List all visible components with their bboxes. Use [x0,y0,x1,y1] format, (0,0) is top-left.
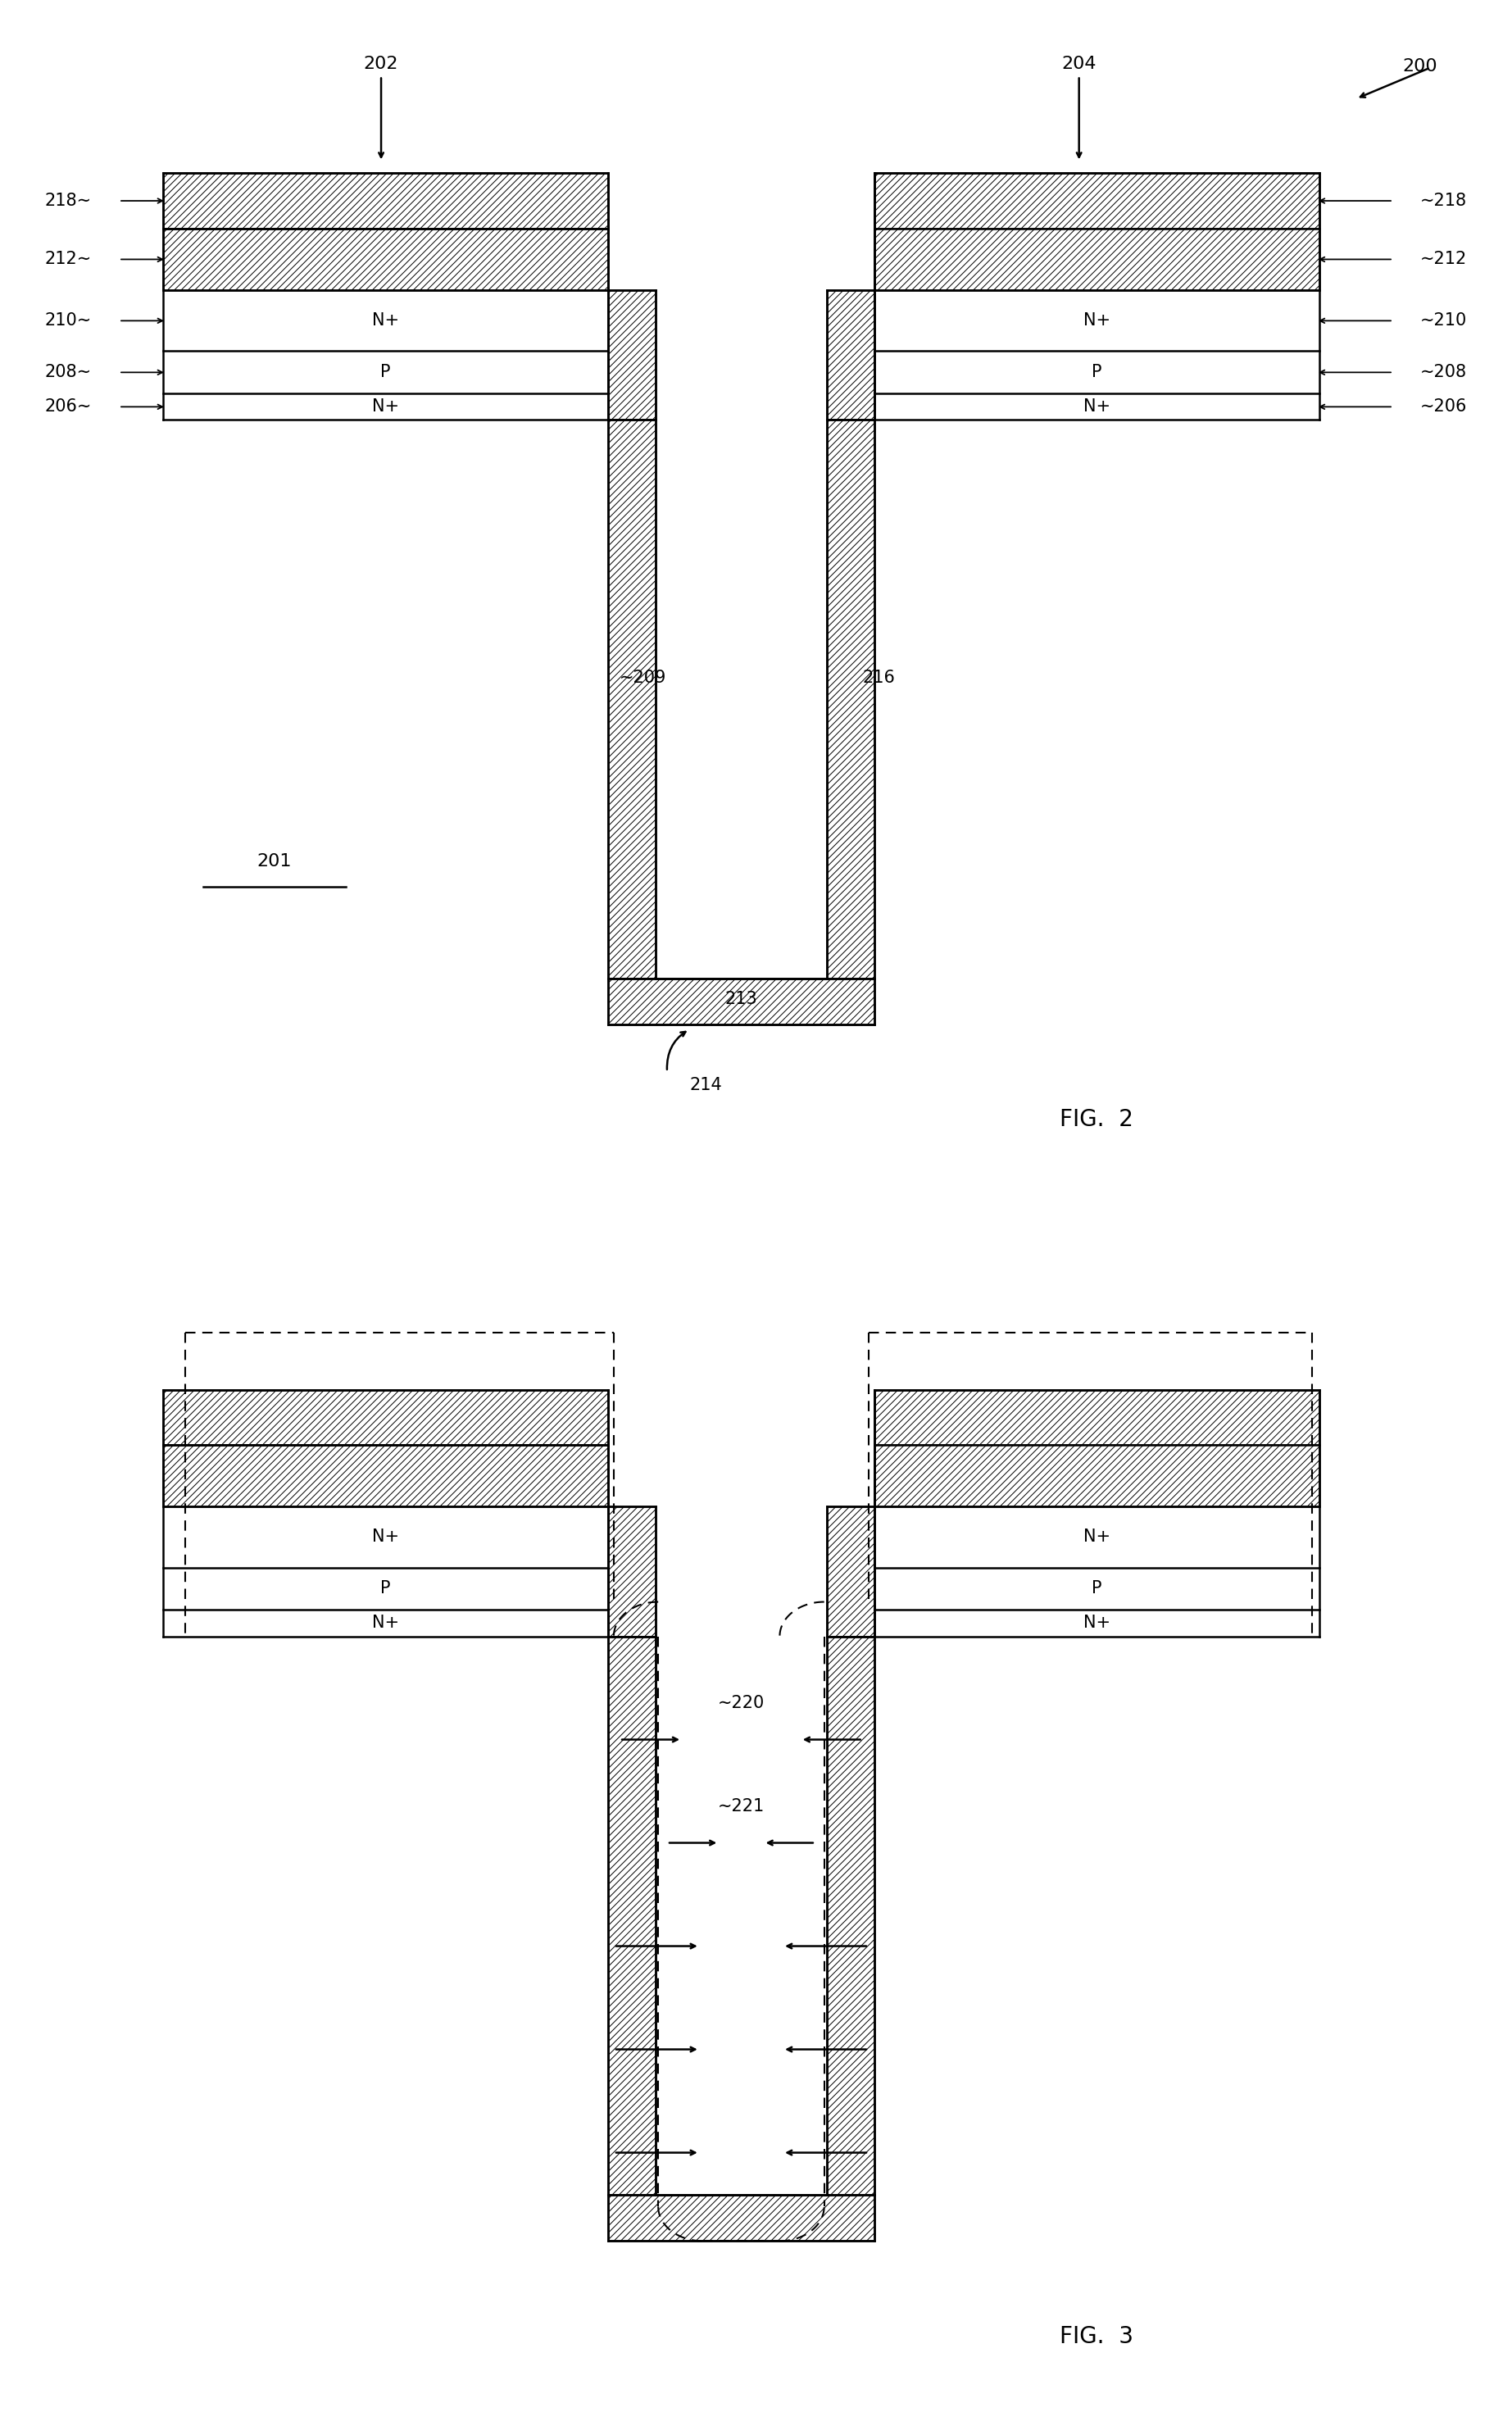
Text: P: P [1092,1580,1102,1597]
FancyBboxPatch shape [608,289,655,420]
Text: ∼212: ∼212 [1420,251,1467,268]
Text: FIG.  2: FIG. 2 [1060,1110,1134,1131]
FancyBboxPatch shape [163,1445,608,1508]
Text: P: P [381,364,390,381]
FancyBboxPatch shape [608,979,874,1025]
Text: ∼218: ∼218 [1420,193,1467,210]
Text: 201: 201 [257,854,292,871]
Text: P: P [1092,364,1102,381]
Text: ∼221: ∼221 [718,1797,765,1814]
Text: 202: 202 [364,55,399,72]
Text: ∼208: ∼208 [1420,364,1467,381]
FancyBboxPatch shape [608,420,655,979]
FancyBboxPatch shape [874,174,1318,229]
Text: P: P [381,1580,390,1597]
FancyBboxPatch shape [163,174,608,229]
Text: 210∼: 210∼ [45,314,92,328]
FancyBboxPatch shape [827,289,874,420]
FancyBboxPatch shape [874,1389,1318,1445]
FancyBboxPatch shape [827,420,874,979]
Text: 216: 216 [863,671,895,687]
Text: ∼209: ∼209 [620,671,667,687]
Text: FIG.  3: FIG. 3 [1060,2325,1134,2347]
Text: 214: 214 [689,1078,721,1093]
Text: N+: N+ [1083,398,1110,415]
Text: 206∼: 206∼ [45,398,92,415]
Text: N+: N+ [372,314,399,328]
Text: N+: N+ [372,398,399,415]
Text: 213: 213 [724,991,758,1008]
FancyBboxPatch shape [827,1508,874,1635]
Text: N+: N+ [1083,1616,1110,1631]
Text: 200: 200 [1403,58,1438,75]
FancyBboxPatch shape [163,229,608,289]
Text: N+: N+ [1083,314,1110,328]
Text: ∼210: ∼210 [1420,314,1467,328]
FancyBboxPatch shape [827,1635,874,2195]
Text: N+: N+ [372,1616,399,1631]
Text: 212∼: 212∼ [45,251,92,268]
FancyBboxPatch shape [608,1635,655,2195]
Text: ∼220: ∼220 [718,1696,765,1710]
Text: ∼206: ∼206 [1420,398,1467,415]
FancyBboxPatch shape [608,1508,655,1635]
Text: 208∼: 208∼ [45,364,92,381]
FancyBboxPatch shape [874,229,1318,289]
FancyBboxPatch shape [163,1389,608,1445]
FancyBboxPatch shape [874,1445,1318,1508]
Text: 204: 204 [1061,55,1096,72]
Text: N+: N+ [372,1529,399,1546]
Text: 218∼: 218∼ [45,193,92,210]
Text: N+: N+ [1083,1529,1110,1546]
FancyBboxPatch shape [608,2195,874,2241]
